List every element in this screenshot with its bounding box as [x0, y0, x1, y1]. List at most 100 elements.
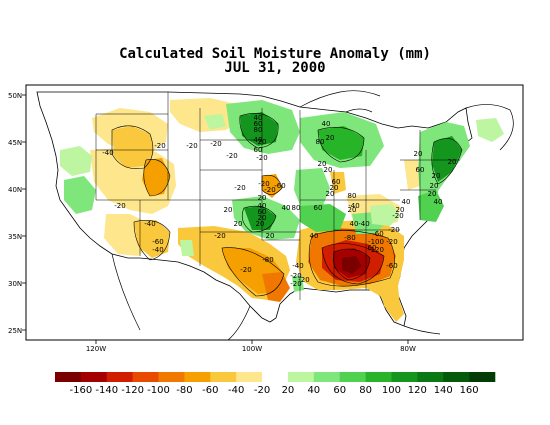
- contour-value-label: -20: [256, 154, 267, 162]
- colorbar: -160 -140 -120 -100 -80 -60 -40 -20 20 40 60 80 100 1…: [55, 372, 496, 396]
- contour-value-label: 20: [234, 220, 243, 228]
- contour-value-label: 20: [414, 150, 423, 158]
- wet-new-mexico-spot: [180, 240, 194, 256]
- contour-value-label: 60: [254, 120, 263, 128]
- dry-southeast-max: [342, 256, 362, 274]
- contour-value-label: -60: [152, 238, 163, 246]
- colorbar-swatch: [365, 372, 392, 382]
- anomaly-field: [36, 91, 504, 327]
- contour-value-label: 20: [432, 172, 441, 180]
- wet-minnesota-spot: [204, 114, 226, 130]
- contour-value-label: 20: [430, 182, 439, 190]
- contour-value-label: -20: [240, 266, 251, 274]
- dry-gulf-coast: [262, 272, 290, 302]
- contour-value-label: 60: [254, 146, 263, 154]
- contour-value-label: 40: [322, 120, 331, 128]
- wet-mid-atlantic: [418, 190, 444, 222]
- contour-value-label: 20: [326, 134, 335, 142]
- contour-value-label: 80: [316, 138, 325, 146]
- contour-value-label: -60: [372, 230, 383, 238]
- colorbar-level-label: -140: [95, 385, 118, 396]
- dry-midwest-spot: [262, 174, 282, 198]
- contour-value-label: 20: [224, 206, 233, 214]
- wet-great-lakes-core: [318, 126, 364, 160]
- colorbar-level-label: 140: [434, 385, 453, 396]
- contour-value-label: 40: [254, 114, 263, 122]
- contour-value-label: 20: [326, 190, 335, 198]
- contour-value-label: 20: [266, 232, 275, 240]
- contour-value-label: 20: [258, 214, 267, 222]
- wet-new-england: [476, 118, 504, 142]
- contour-value-label: -120: [368, 246, 384, 254]
- lat-label-35n: 35N: [8, 233, 22, 241]
- contour-value-label: 60: [332, 178, 341, 186]
- contour-value-label: 20: [428, 190, 437, 198]
- colorbar-level-label: 100: [382, 385, 401, 396]
- contour-value-label: -40: [348, 202, 359, 210]
- contour-value-label: 20: [256, 220, 265, 228]
- dry-southwest-core: [134, 220, 170, 258]
- colorbar-level-label: 60: [333, 385, 346, 396]
- contour-value-label: 20: [448, 158, 457, 166]
- lat-label-30n: 30N: [8, 280, 22, 288]
- longitude-axis: 120W 100W 80W: [86, 340, 416, 353]
- wet-southern-appalachians: [370, 204, 400, 226]
- wet-pacific-northwest: [60, 146, 92, 176]
- contour-label-layer: -40-20-20 -20 -20-20 -20-40-20-60-40-20-20-…: [102, 114, 456, 288]
- lon-label-100w: 100W: [242, 345, 262, 353]
- contour-value-label: -20: [258, 180, 269, 188]
- colorbar-swatch: [158, 372, 185, 382]
- colorbar-level-label: -120: [121, 385, 144, 396]
- colorbar-swatch: [184, 372, 211, 382]
- contour-value-label: 20: [396, 206, 405, 214]
- colorbar-level-label: -80: [176, 385, 192, 396]
- wet-central-plains-core: [244, 206, 276, 230]
- contour-value-label: -40: [292, 262, 303, 270]
- wet-great-basin: [64, 176, 96, 214]
- contour-value-label: -20: [290, 280, 301, 288]
- contour-value-label: -20: [234, 184, 245, 192]
- contour-value-label: 40: [254, 136, 263, 144]
- contour-value-label: 60: [368, 244, 377, 252]
- map-title: Calculated Soil Moisture Anomaly (mm): [119, 46, 431, 62]
- wet-ozarks: [300, 204, 346, 232]
- contour-value-label: -20: [290, 272, 301, 280]
- colorbar-swatch: [262, 372, 289, 382]
- colorbar-level-label: 80: [359, 385, 372, 396]
- colorbar-level-label: 40: [307, 385, 320, 396]
- latitude-axis: 50N 45N 40N 35N 30N 25N: [8, 92, 26, 335]
- contour-value-label: 20: [258, 138, 267, 146]
- contour-value-label: -20: [186, 142, 197, 150]
- dry-interior-west-core: [112, 126, 154, 168]
- contour-value-label: -60: [386, 262, 397, 270]
- colorbar-swatch: [313, 372, 340, 382]
- lat-label-40n: 40N: [8, 186, 22, 194]
- dry-appalachian-spot: [404, 160, 420, 190]
- colorbar-swatch: [391, 372, 418, 382]
- coastlines: [111, 90, 514, 340]
- lon-label-80w: 80W: [400, 345, 416, 353]
- contour-value-label: -20: [226, 152, 237, 160]
- wet-mid-mississippi: [294, 168, 330, 210]
- contour-value-label: 60: [416, 166, 425, 174]
- contour-value-label: -40: [358, 220, 369, 228]
- colorbar-swatch: [210, 372, 237, 382]
- colorbar-level-label: -160: [70, 385, 93, 396]
- contour-value-label: -20: [298, 276, 309, 284]
- colorbar-swatch: [287, 372, 315, 382]
- colorbar-swatch: [236, 372, 263, 382]
- colorbar-level-label: 160: [460, 385, 479, 396]
- contour-value-label: 40: [258, 202, 267, 210]
- contour-value-label: 20: [324, 166, 333, 174]
- contour-value-label: -40: [102, 149, 113, 157]
- colorbar-level-label: -60: [202, 385, 218, 396]
- contour-value-label: 40: [402, 198, 411, 206]
- wet-upper-midwest-core: [240, 112, 278, 146]
- contour-value-label: 60: [258, 208, 267, 216]
- colorbar-level-label: -40: [228, 385, 244, 396]
- lat-label-50n: 50N: [8, 92, 22, 100]
- colorbar-swatch: [469, 372, 496, 382]
- contour-value-label: -40: [152, 246, 163, 254]
- wet-northeast-core: [432, 136, 462, 182]
- colorbar-swatch: [339, 372, 366, 382]
